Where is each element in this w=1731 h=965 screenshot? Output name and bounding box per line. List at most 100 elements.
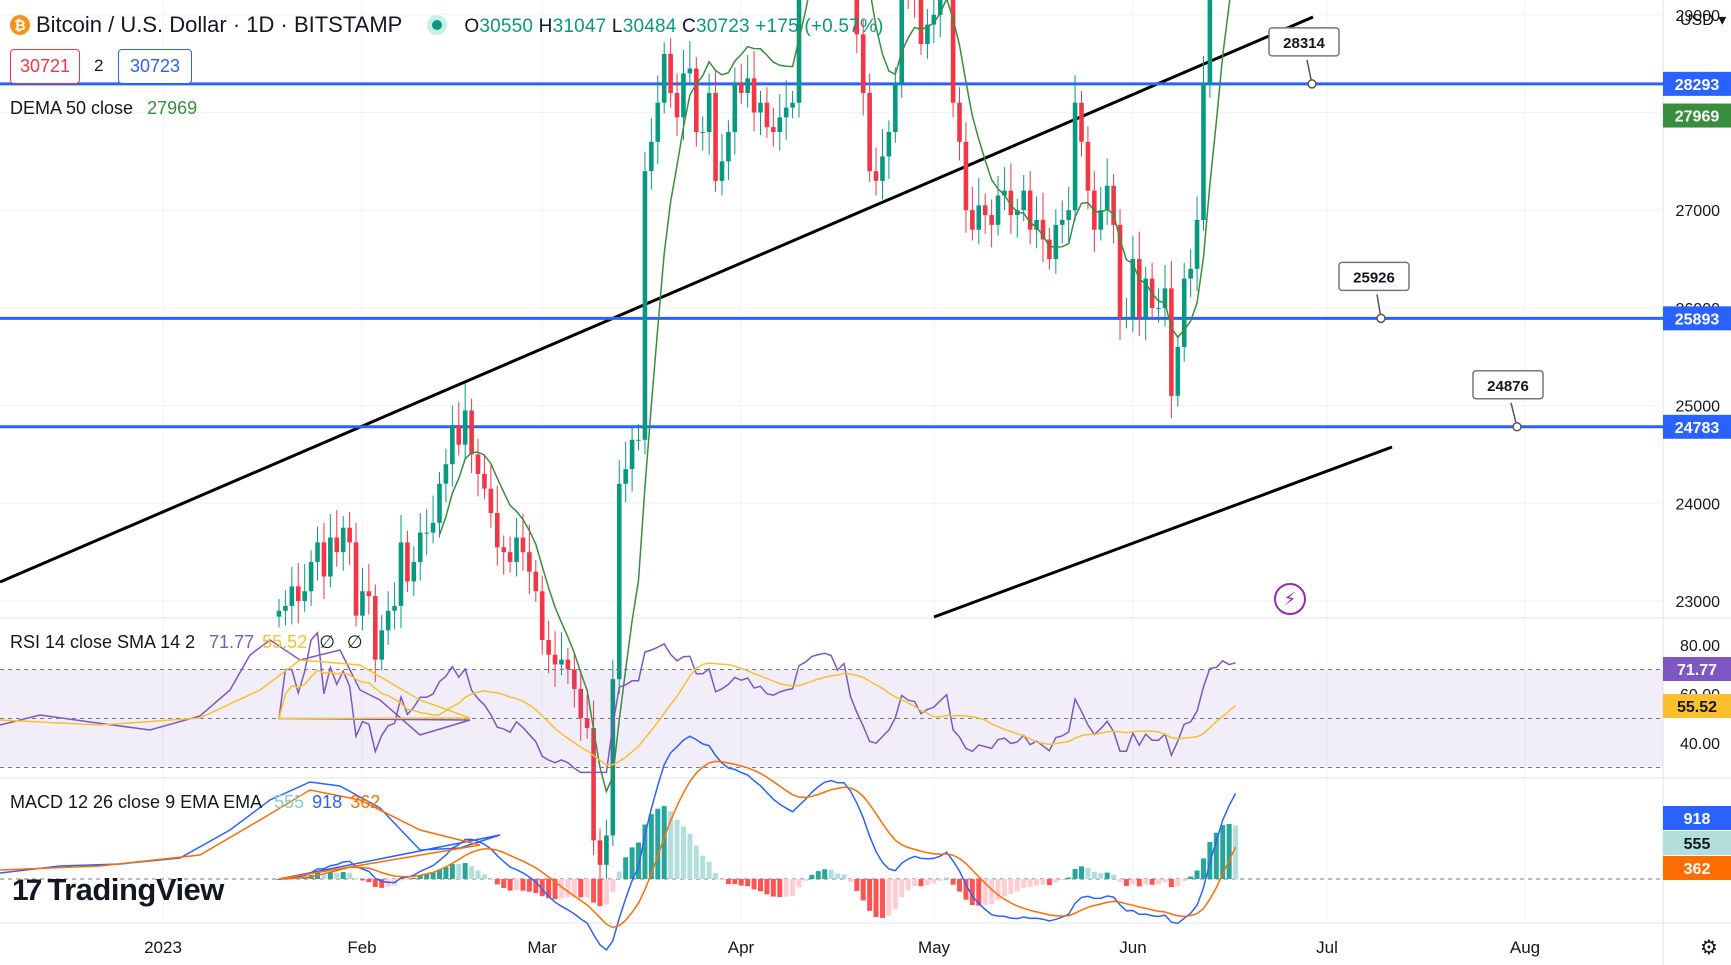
macd-histogram-bar bbox=[552, 879, 558, 900]
macd-histogram-bar bbox=[982, 879, 988, 906]
macd-histogram-bar bbox=[1040, 879, 1046, 885]
macd-histogram-bar bbox=[713, 873, 719, 879]
buy-price-button[interactable]: 30723 bbox=[118, 49, 192, 84]
macd-histogram-bar bbox=[828, 869, 834, 879]
candle-body bbox=[899, 0, 905, 84]
candle-body bbox=[315, 542, 320, 562]
macd-histogram-bar bbox=[1200, 858, 1206, 879]
sell-price-button[interactable]: 30721 bbox=[10, 49, 80, 84]
time-axis-label: Jun bbox=[1119, 938, 1146, 957]
candle-body bbox=[462, 410, 468, 445]
candle-body bbox=[790, 102, 795, 108]
macd-signal-tag bbox=[1663, 856, 1731, 880]
macd-histogram-bar bbox=[886, 879, 892, 916]
candle-body bbox=[488, 488, 494, 514]
macd-histogram-bar bbox=[719, 879, 725, 881]
candle-body bbox=[1021, 190, 1027, 211]
macd-histogram-bar bbox=[520, 879, 526, 891]
candle-body bbox=[1104, 185, 1110, 211]
macd-histogram-bar bbox=[533, 879, 539, 893]
macd-histogram-bar bbox=[437, 869, 442, 879]
macd-line bbox=[0, 735, 1237, 951]
candle-body bbox=[925, 24, 930, 45]
macd-histogram-bar bbox=[1027, 879, 1033, 888]
candle-body bbox=[507, 552, 513, 562]
macd-histogram-bar bbox=[912, 879, 918, 887]
macd-histogram-bar bbox=[501, 879, 507, 888]
candle-body bbox=[1162, 288, 1168, 308]
ohlc-readout: O30550 H31047 L30484 C30723 +175 (+0.57%… bbox=[464, 16, 884, 37]
candle-body bbox=[1136, 259, 1142, 318]
candle-body bbox=[1130, 259, 1136, 318]
callout-box bbox=[1472, 370, 1544, 400]
candle-body bbox=[328, 537, 333, 577]
candle-body bbox=[565, 659, 571, 670]
macd-histogram-bar bbox=[315, 872, 321, 879]
macd-histogram-bar bbox=[899, 879, 905, 898]
currency-selector[interactable]: USD ▾ bbox=[1680, 12, 1727, 29]
callout-anchor bbox=[1512, 422, 1522, 432]
candle-body bbox=[970, 210, 975, 230]
macd-histogram-bar bbox=[334, 872, 340, 879]
rsi-legend[interactable]: RSI 14 close SMA 14 2 71.77 55.52 ∅ ∅ bbox=[10, 632, 363, 652]
candle-body bbox=[308, 561, 314, 592]
macd-histogram-bar bbox=[1085, 868, 1091, 879]
candle-body bbox=[353, 542, 359, 616]
macd-legend[interactable]: MACD 12 26 close 9 EMA EMA 555 918 362 bbox=[10, 792, 381, 812]
macd-histogram-bar bbox=[1181, 879, 1187, 881]
macd-histogram-bar bbox=[963, 879, 969, 900]
macd-histogram-bar bbox=[584, 879, 590, 898]
candle-body bbox=[918, 0, 924, 45]
candle-body bbox=[450, 425, 455, 465]
macd-histogram-bar bbox=[1168, 879, 1174, 888]
macd-hist-tag bbox=[1663, 831, 1731, 855]
macd-histogram-bar bbox=[648, 814, 654, 879]
macd-histogram-bar bbox=[835, 873, 841, 879]
macd-histogram-bar bbox=[764, 879, 770, 895]
candle-body bbox=[616, 483, 622, 680]
candle-body bbox=[636, 439, 641, 441]
macd-histogram-bar bbox=[546, 879, 552, 899]
macd-signal-label: 362 bbox=[1684, 861, 1711, 878]
candle-body bbox=[1175, 346, 1181, 396]
macd-histogram-bar bbox=[571, 879, 577, 897]
macd-histogram-bar bbox=[732, 879, 738, 885]
time-axis-label: Feb bbox=[347, 938, 376, 957]
macd-histogram-bar bbox=[1072, 869, 1078, 879]
macd-histogram-bar bbox=[507, 879, 513, 891]
callout-label: 28314 bbox=[1283, 35, 1325, 52]
macd-histogram-bar bbox=[1143, 879, 1149, 885]
macd-histogram-bar bbox=[610, 879, 616, 893]
macd-histogram-bar bbox=[1014, 879, 1020, 892]
channel-lower-line[interactable] bbox=[933, 445, 1393, 619]
macd-histogram-bar bbox=[802, 879, 808, 882]
callout-anchor bbox=[1376, 313, 1386, 324]
macd-histogram-bar bbox=[770, 879, 776, 897]
macd-histogram-bar bbox=[1008, 879, 1014, 895]
candle-body bbox=[1188, 268, 1193, 279]
dema-legend[interactable]: DEMA 50 close 27969 bbox=[10, 98, 198, 118]
candle-body bbox=[745, 78, 750, 93]
time-axis-label: Jul bbox=[1316, 938, 1338, 957]
channel-upper-line[interactable] bbox=[0, 15, 1314, 584]
symbol-title[interactable]: Bitcoin / U.S. Dollar · 1D · BITSTAMP bbox=[36, 12, 403, 37]
macd-histogram-bar bbox=[1111, 874, 1117, 879]
price-axis-tick: 23000 bbox=[1676, 594, 1721, 611]
settings-gear-icon[interactable]: ⚙ bbox=[1700, 937, 1718, 959]
macd-histogram-bar bbox=[931, 879, 937, 884]
candle-body bbox=[411, 561, 417, 582]
candle-body bbox=[379, 630, 385, 660]
candle-body bbox=[1124, 317, 1129, 319]
macd-histogram-bar bbox=[1104, 872, 1110, 879]
macd-histogram-bar bbox=[488, 879, 494, 880]
callout-label: 24876 bbox=[1487, 378, 1529, 395]
candle-body bbox=[520, 537, 526, 553]
macd-histogram-bar bbox=[680, 826, 686, 879]
macd-histogram-bar bbox=[404, 879, 410, 880]
rsi-sma-line bbox=[0, 659, 1237, 766]
candle-body bbox=[726, 132, 731, 162]
candle-body bbox=[334, 537, 340, 553]
candle-body bbox=[982, 205, 988, 216]
lightning-icon[interactable]: ⚡ bbox=[1274, 583, 1306, 615]
